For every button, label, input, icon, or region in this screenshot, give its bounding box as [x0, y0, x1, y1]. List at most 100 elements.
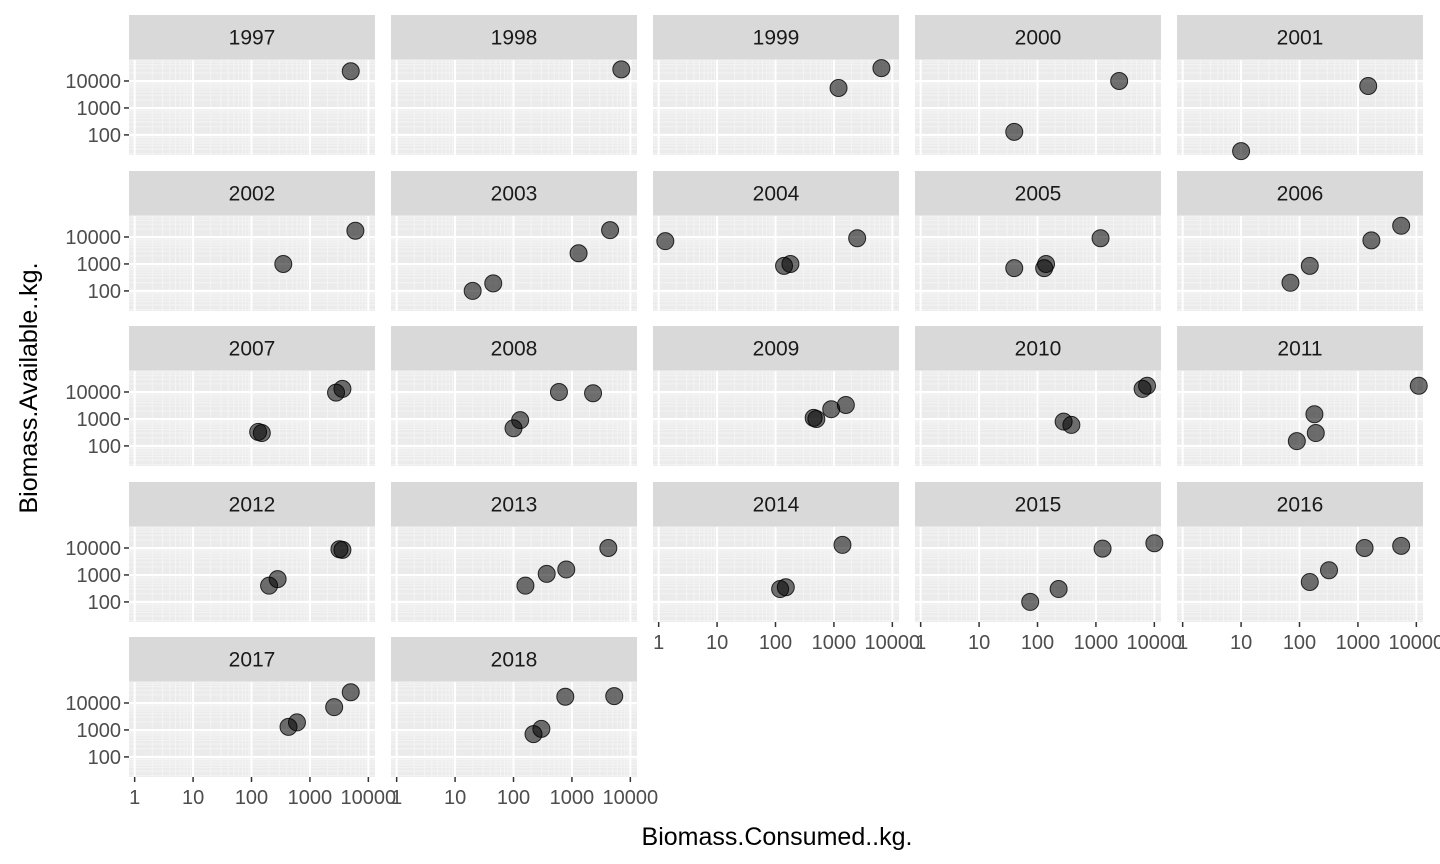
- x-tick-label: 10000: [603, 787, 659, 809]
- data-point: [341, 683, 360, 702]
- data-point: [1320, 561, 1339, 580]
- y-tick-label: 1000: [77, 565, 122, 587]
- facet-strip: [391, 15, 637, 60]
- facet-strip-label: 2009: [753, 338, 800, 361]
- facet-strip-label: 2006: [1277, 183, 1324, 206]
- data-point: [1300, 572, 1319, 591]
- data-point: [1392, 536, 1411, 555]
- facet-strip: [915, 171, 1161, 216]
- y-tick-label: 10000: [65, 538, 121, 560]
- x-tick-label: 10: [706, 632, 728, 654]
- data-point: [836, 395, 855, 414]
- data-point: [1300, 256, 1319, 275]
- data-point: [1091, 229, 1110, 248]
- facet-panel-1997: 1997 100 1000 10000: [65, 15, 375, 155]
- facet-strip: [129, 637, 375, 682]
- data-point: [1409, 376, 1428, 395]
- x-tick-label: 1000: [550, 787, 595, 809]
- data-point: [1281, 273, 1300, 292]
- data-point: [463, 281, 482, 300]
- data-point: [656, 232, 675, 251]
- facet-strip-label: 2004: [753, 183, 800, 206]
- data-point: [549, 382, 568, 401]
- facet-panel-2009: 2009: [653, 326, 899, 466]
- facet-panel-2013: 2013: [391, 482, 637, 622]
- facet-strip: [129, 326, 375, 371]
- facet-panel-2002: 2002 100 1000 10000: [65, 171, 375, 311]
- facet-strip-label: 2013: [491, 494, 538, 517]
- facet-strip: [915, 15, 1161, 60]
- data-point: [807, 409, 826, 428]
- facet-strip-label: 2001: [1277, 27, 1324, 50]
- data-point: [1306, 424, 1325, 443]
- data-point: [557, 560, 576, 579]
- facet-strip-label: 1998: [491, 27, 538, 50]
- facet-strip: [1177, 15, 1423, 60]
- x-axis-title: Biomass.Consumed..kg.: [642, 823, 913, 851]
- facet-panel-2008: 2008: [391, 326, 637, 466]
- data-point: [601, 221, 620, 240]
- facet-panel-2006: 2006: [1177, 171, 1423, 311]
- data-point: [511, 411, 530, 430]
- facet-strip-label: 2002: [229, 183, 276, 206]
- facet-panel-2010: 2010: [915, 326, 1161, 466]
- x-tick-label: 1: [129, 787, 140, 809]
- facet-strip: [129, 171, 375, 216]
- y-tick-label: 10000: [65, 693, 121, 715]
- facet-panel-2007: 2007 100 1000 10000: [65, 326, 375, 466]
- x-tick-label: 10: [968, 632, 990, 654]
- data-point: [1232, 142, 1251, 161]
- x-tick-label: 10: [444, 787, 466, 809]
- data-point: [1021, 592, 1040, 611]
- x-tick-label: 1000: [1336, 632, 1381, 654]
- data-point: [537, 564, 556, 583]
- data-point: [1005, 259, 1024, 278]
- y-tick-label: 100: [88, 436, 121, 458]
- y-tick-label: 100: [88, 747, 121, 769]
- x-tick-label: 1000: [812, 632, 857, 654]
- data-point: [1287, 432, 1306, 451]
- x-tick-label: 1: [1177, 632, 1188, 654]
- facet-strip-label: 2010: [1015, 338, 1062, 361]
- data-point: [516, 576, 535, 595]
- facet-panel-2000: 2000: [915, 15, 1161, 155]
- x-tick-label: 10: [182, 787, 204, 809]
- data-point: [484, 274, 503, 293]
- facet-strip: [915, 326, 1161, 371]
- data-point: [1138, 376, 1157, 395]
- facet-panel-1999: 1999: [653, 15, 899, 155]
- x-tick-label: 1000: [288, 787, 333, 809]
- facet-strip-label: 2016: [1277, 494, 1324, 517]
- data-point: [848, 229, 867, 248]
- facet-strip-label: 2007: [229, 338, 276, 361]
- data-point: [605, 687, 624, 706]
- facet-strip: [129, 482, 375, 527]
- data-point: [252, 424, 271, 443]
- facet-strip: [653, 482, 899, 527]
- x-tick-label: 100: [1283, 632, 1316, 654]
- facet-panel-2016: 2016 1 10 100 1000 10000: [1177, 482, 1440, 654]
- data-point: [612, 60, 631, 79]
- facet-strip-label: 1999: [753, 27, 800, 50]
- facet-strip: [391, 637, 637, 682]
- data-point: [872, 59, 891, 78]
- data-point: [1093, 539, 1112, 558]
- facet-panel-2012: 2012 100 1000 10000: [65, 482, 375, 622]
- facet-strip: [391, 326, 637, 371]
- data-point: [584, 384, 603, 403]
- y-tick-label: 1000: [77, 409, 122, 431]
- data-point: [333, 379, 352, 398]
- data-point: [833, 535, 852, 554]
- facet-panel-2004: 2004: [653, 171, 899, 311]
- x-tick-label: 100: [1021, 632, 1054, 654]
- data-point: [1062, 415, 1081, 434]
- facet-strip-label: 2000: [1015, 27, 1062, 50]
- data-point: [1110, 71, 1129, 90]
- data-point: [1005, 122, 1024, 141]
- data-point: [274, 254, 293, 273]
- y-axis-title: Biomass.Available..kg.: [15, 262, 43, 513]
- data-point: [532, 719, 551, 738]
- data-point: [287, 713, 306, 732]
